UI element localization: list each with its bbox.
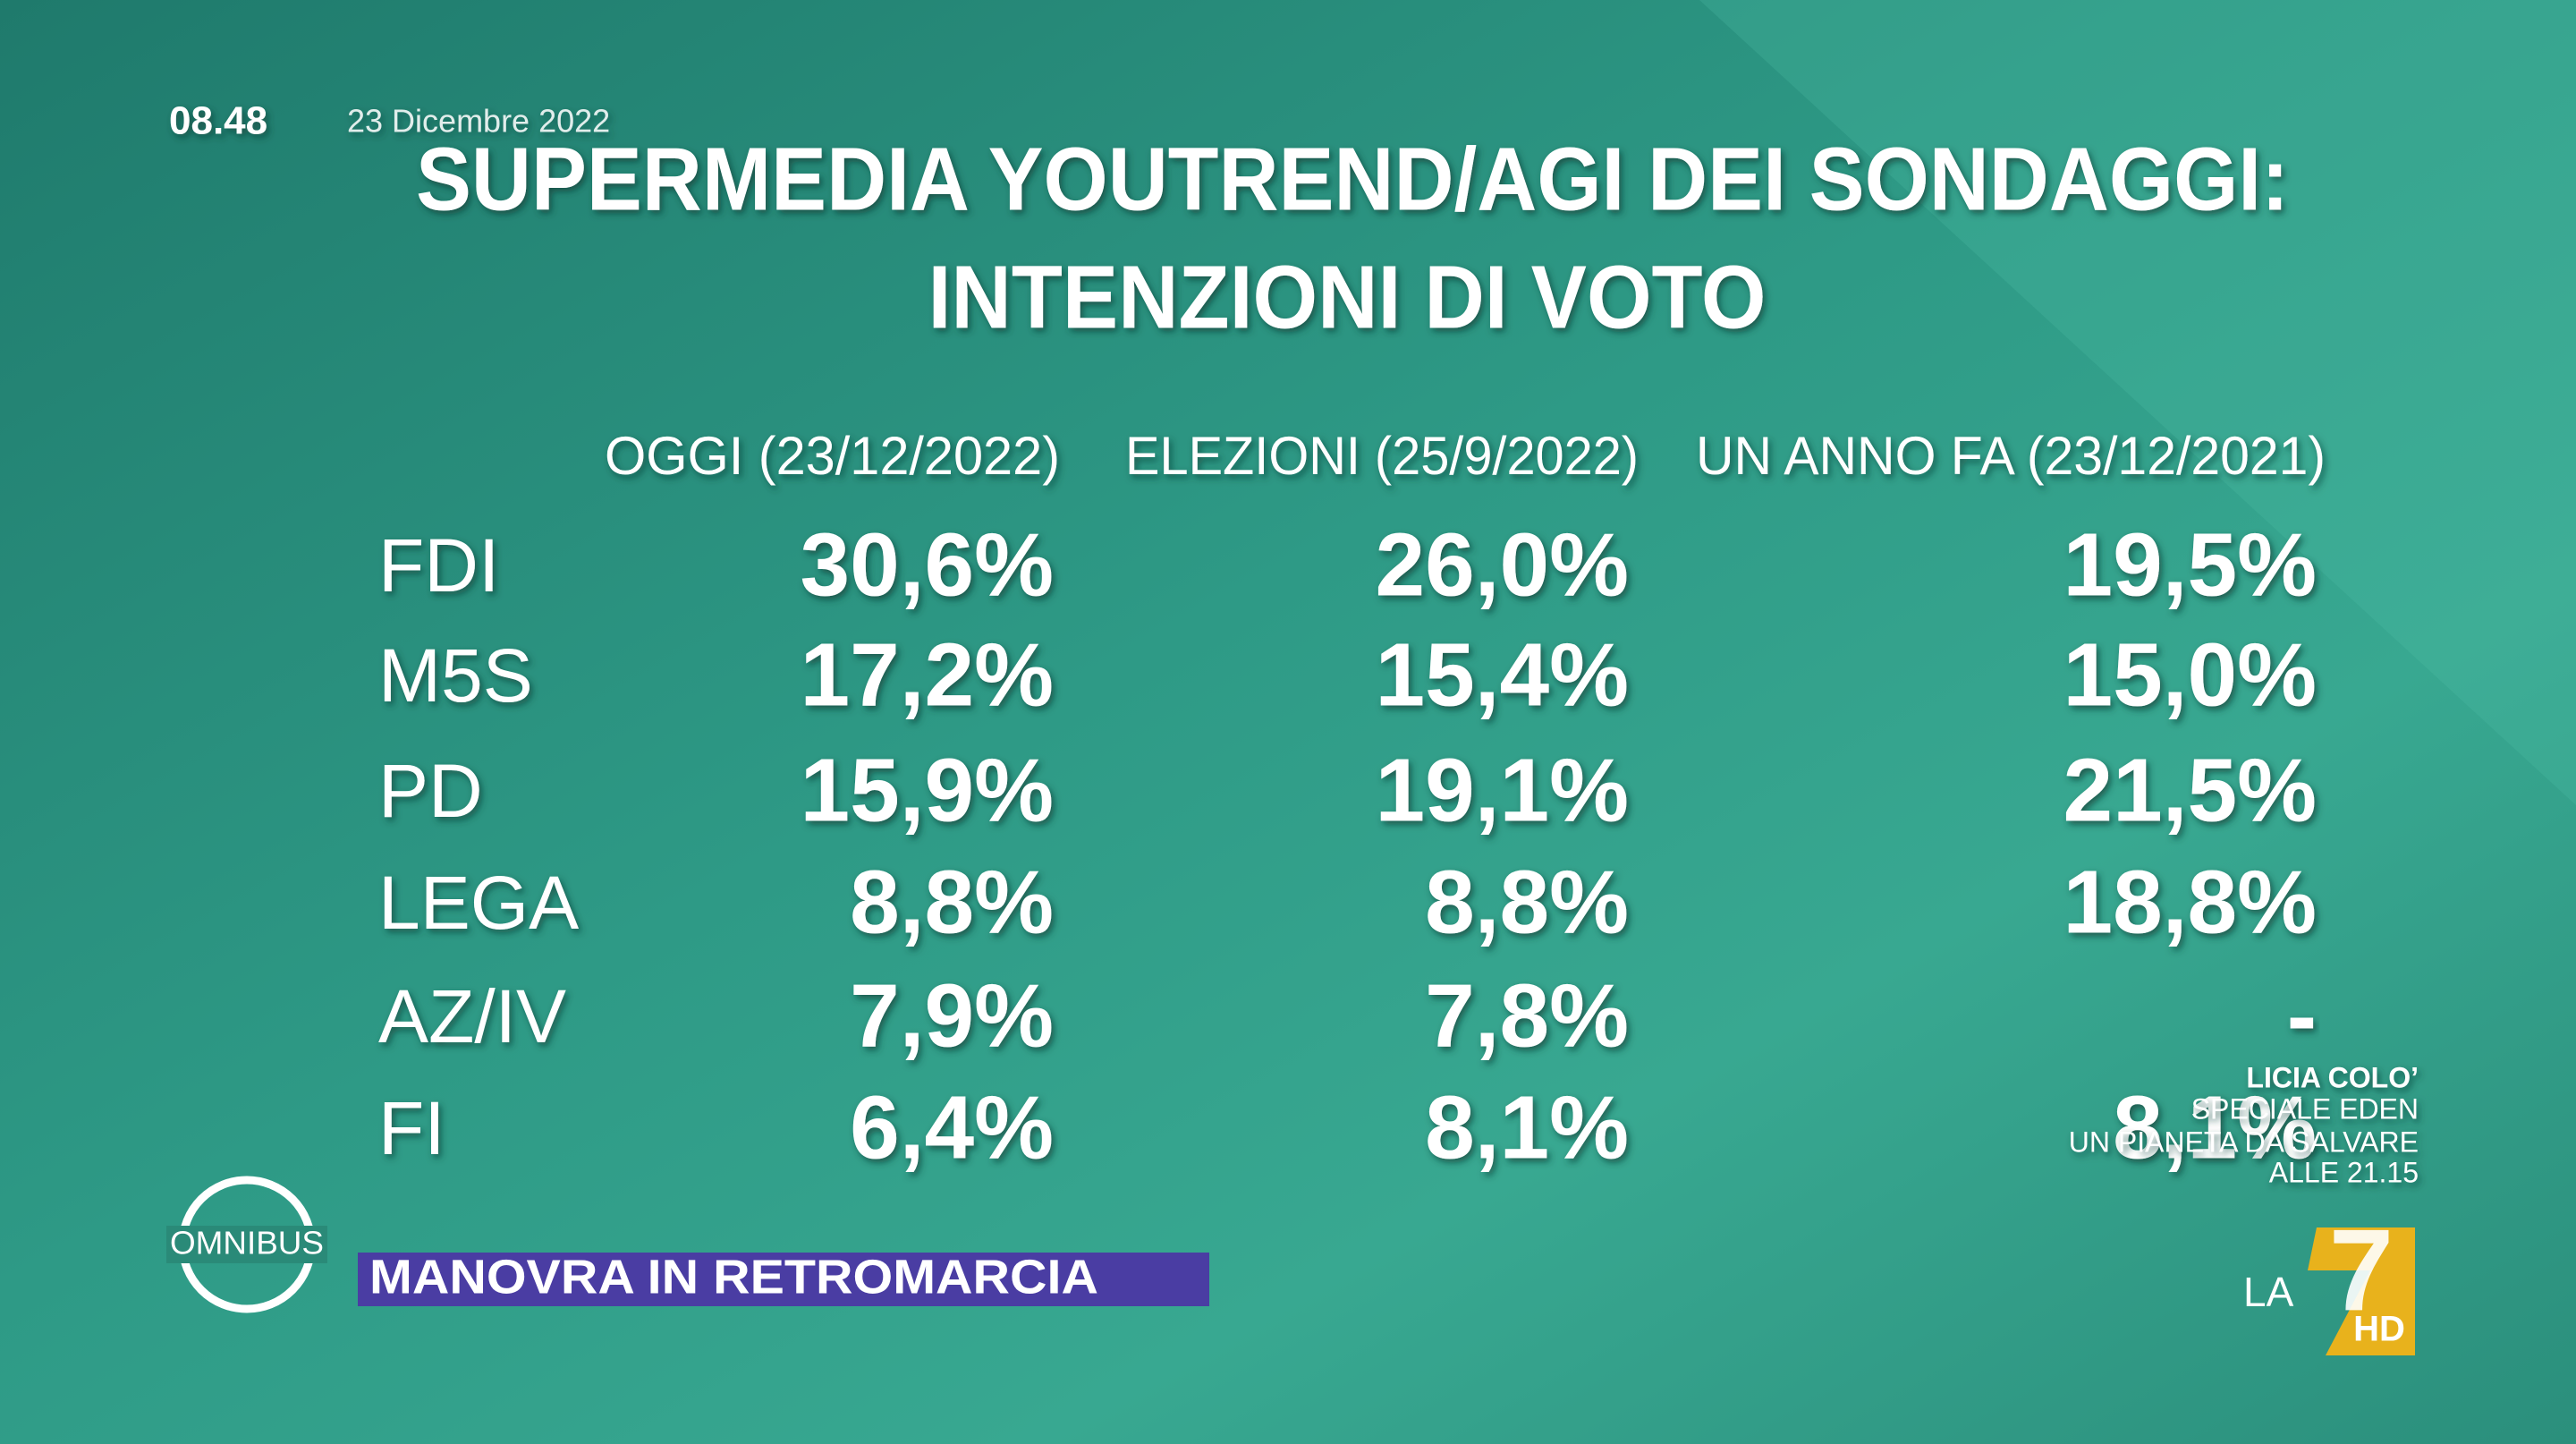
clock: 08.48 bbox=[169, 99, 267, 143]
promo-line: UN PIANETA DA SALVARE bbox=[2069, 1125, 2419, 1158]
cell-value: 15,4% bbox=[1375, 624, 1629, 725]
channel-logo: LA 7 HD bbox=[2243, 1204, 2415, 1355]
background-glow bbox=[1699, 0, 2576, 805]
channel-number: 7 bbox=[2329, 1204, 2394, 1335]
cell-value: 19,5% bbox=[2063, 514, 2317, 615]
title-line: SUPERMEDIA YOUTREND/AGI DEI SONDAGGI: bbox=[416, 129, 2289, 229]
row-label: LEGA bbox=[378, 861, 579, 945]
cell-value: 7,9% bbox=[850, 965, 1054, 1066]
row-label: PD bbox=[378, 749, 483, 833]
column-header: UN ANNO FA (23/12/2021) bbox=[1696, 426, 2326, 486]
cell-value: 26,0% bbox=[1375, 514, 1629, 615]
cell-value: 17,2% bbox=[800, 624, 1054, 725]
cell-value: 15,0% bbox=[2063, 624, 2317, 725]
promo-line: ALLE 21.15 bbox=[2269, 1156, 2419, 1188]
title-line: INTENZIONI DI VOTO bbox=[928, 247, 1767, 347]
cell-value: 30,6% bbox=[800, 514, 1054, 615]
channel-name: LA bbox=[2243, 1269, 2294, 1315]
channel-suffix: HD bbox=[2353, 1310, 2405, 1349]
cell-value: 21,5% bbox=[2063, 740, 2317, 840]
logo-gap bbox=[166, 1226, 327, 1263]
row-label: FI bbox=[378, 1086, 445, 1170]
row-label: FDI bbox=[378, 523, 499, 607]
cell-value: 7,8% bbox=[1425, 965, 1629, 1066]
promo: LICIA COLO’ SPECIALE EDEN UN PIANETA DA … bbox=[2069, 1061, 2419, 1188]
promo-line: LICIA COLO’ bbox=[2246, 1061, 2419, 1093]
table-body: FDI 30,6% 26,0% 19,5% M5S 17,2% 15,4% 15,0% PD 15… bbox=[378, 514, 2317, 1177]
cell-value: 8,8% bbox=[1425, 852, 1629, 952]
cell-value: 8,1% bbox=[2113, 1077, 2317, 1177]
cell-value: 8,1% bbox=[1425, 1077, 1629, 1177]
cell-value: 15,9% bbox=[800, 740, 1054, 840]
cell-value: 6,4% bbox=[850, 1077, 1054, 1177]
cell-value: 8,8% bbox=[850, 852, 1054, 952]
date: 23 Dicembre 2022 bbox=[347, 103, 610, 140]
column-header: OGGI (23/12/2022) bbox=[605, 426, 1060, 486]
logo-text: OMNIBUS bbox=[170, 1225, 324, 1261]
promo-line: SPECIALE EDEN bbox=[2191, 1092, 2419, 1125]
show-logo: OMNIBUS bbox=[166, 1176, 327, 1313]
banner bbox=[358, 1253, 1209, 1306]
banner-text: MANOVRA IN RETROMARCIA bbox=[369, 1250, 1098, 1304]
row-label: AZ/IV bbox=[378, 974, 566, 1058]
column-header: ELEZIONI (25/9/2022) bbox=[1125, 426, 1639, 486]
cell-value: 19,1% bbox=[1375, 740, 1629, 840]
logo-shape bbox=[2308, 1227, 2415, 1355]
row-label: M5S bbox=[378, 633, 533, 718]
cell-value: - bbox=[2287, 965, 2317, 1066]
cell-value: 18,8% bbox=[2063, 852, 2317, 952]
